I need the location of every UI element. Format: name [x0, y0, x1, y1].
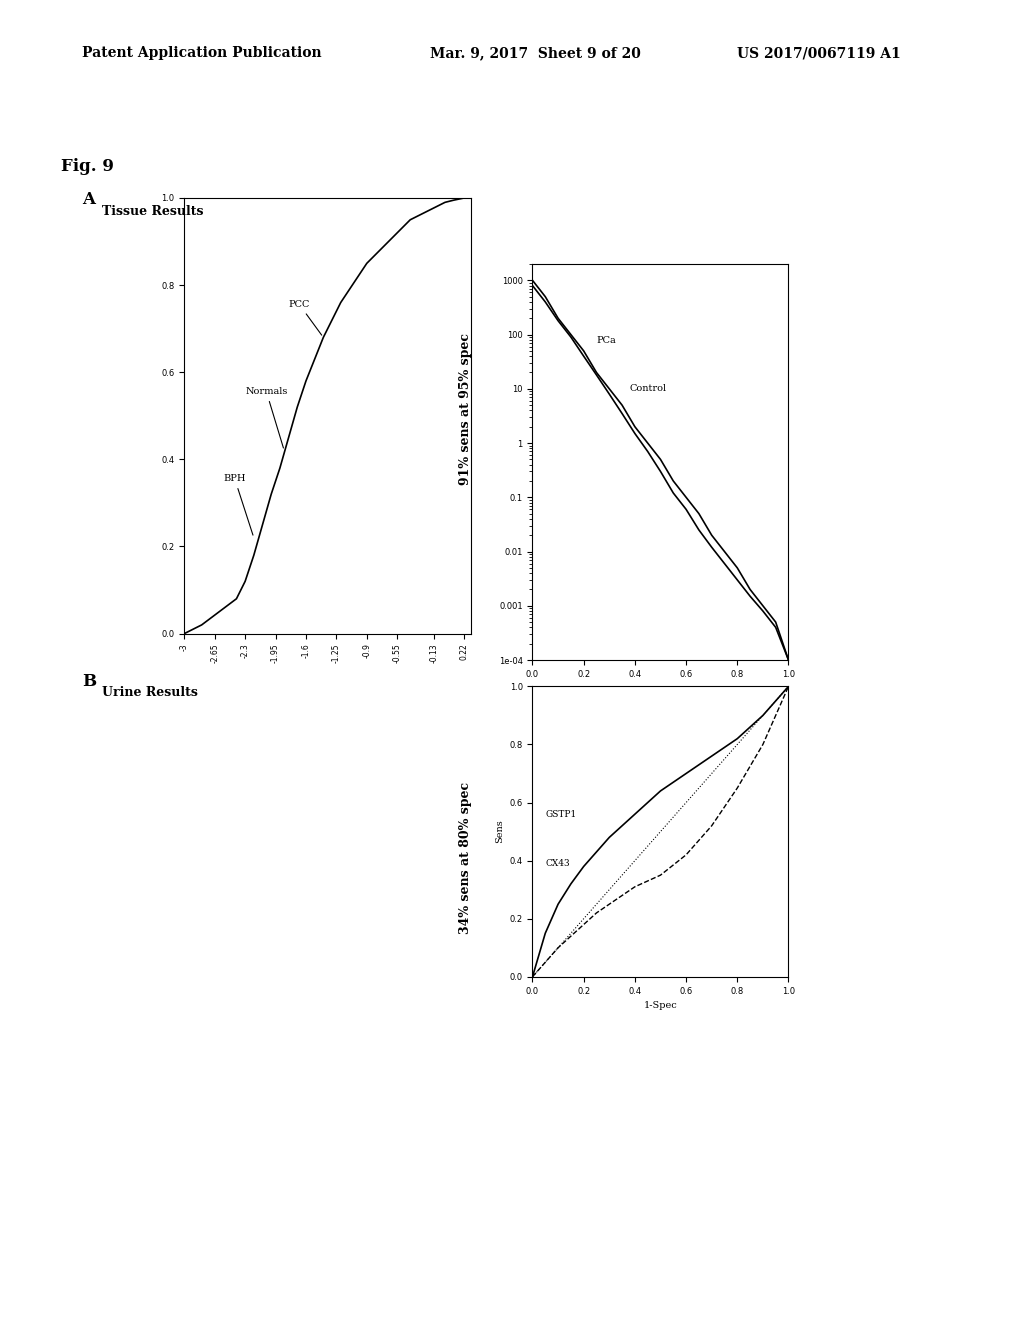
Text: A: A	[82, 191, 95, 209]
Text: Mar. 9, 2017  Sheet 9 of 20: Mar. 9, 2017 Sheet 9 of 20	[430, 46, 641, 61]
Text: GSTP1: GSTP1	[545, 810, 577, 820]
Text: 34% sens at 80% spec: 34% sens at 80% spec	[460, 781, 472, 935]
Text: BPH: BPH	[223, 474, 253, 535]
Text: CX43: CX43	[545, 859, 570, 869]
Text: US 2017/0067119 A1: US 2017/0067119 A1	[737, 46, 901, 61]
Text: Control: Control	[630, 384, 667, 393]
Text: Patent Application Publication: Patent Application Publication	[82, 46, 322, 61]
Y-axis label: Sens: Sens	[495, 820, 504, 843]
Text: 91% sens at 95% spec: 91% sens at 95% spec	[460, 333, 472, 486]
X-axis label: 1-Spec: 1-Spec	[644, 1001, 677, 1010]
Text: Normals: Normals	[245, 387, 288, 447]
Text: B: B	[82, 673, 96, 690]
Text: Fig. 9: Fig. 9	[61, 158, 115, 176]
Text: PCC: PCC	[289, 300, 322, 335]
Text: Tissue Results: Tissue Results	[102, 205, 204, 218]
Text: PCa: PCa	[596, 337, 616, 346]
Text: Urine Results: Urine Results	[102, 686, 199, 700]
